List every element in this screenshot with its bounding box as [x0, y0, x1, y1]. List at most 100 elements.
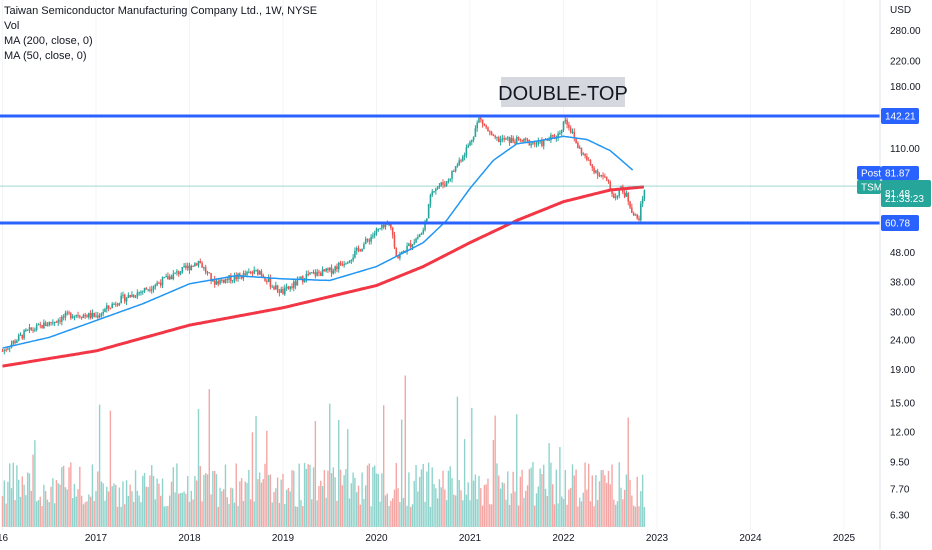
volume-bar	[147, 487, 149, 527]
volume-bar	[133, 501, 135, 527]
volume-bar	[618, 462, 620, 527]
candle-body	[163, 277, 166, 279]
candle-body	[70, 313, 72, 319]
volume-bar	[98, 404, 101, 527]
price-tick-label: 180.00	[890, 82, 921, 93]
volume-bar	[233, 502, 236, 527]
volume-bar	[291, 470, 293, 527]
volume-bar	[492, 440, 495, 527]
candle-body	[553, 135, 556, 139]
candles[interactable]	[1, 116, 646, 355]
currency-label: USD	[890, 5, 911, 16]
support-badge: 60.78	[885, 219, 910, 230]
volume-bar	[391, 498, 394, 527]
volume-bar	[226, 497, 228, 527]
volume-bar	[418, 476, 421, 527]
candle-body	[167, 276, 169, 280]
candle-body	[395, 247, 398, 257]
candle-body	[161, 277, 164, 286]
candle-body	[607, 179, 610, 182]
candle-body	[575, 137, 577, 143]
candle-body	[424, 221, 426, 231]
candle-body	[143, 288, 146, 292]
volume-bar	[496, 463, 498, 527]
volume-bar	[323, 470, 326, 527]
double-top-annotation[interactable]: DOUBLE-TOP	[498, 77, 628, 107]
candle-body	[159, 282, 162, 286]
candle-body	[460, 160, 462, 162]
candle-body	[390, 224, 392, 228]
candle-body	[368, 239, 371, 242]
volume-bar	[300, 500, 302, 527]
volume-bar	[203, 474, 205, 527]
volume-bar	[242, 500, 245, 527]
volume-bar	[374, 465, 376, 527]
price-tick-label: 7.70	[890, 485, 910, 496]
volume-bar	[316, 500, 318, 527]
volume-bar	[181, 492, 184, 527]
volume-bar	[442, 470, 444, 527]
candle-body	[12, 341, 15, 345]
volume-bar	[138, 495, 140, 527]
candle-body	[73, 315, 76, 317]
volume-bar	[187, 476, 189, 527]
volume-bar	[444, 489, 446, 527]
candle-body	[618, 188, 621, 196]
volume-bar	[568, 489, 570, 527]
volume-bar	[240, 478, 243, 527]
candle-body	[422, 230, 425, 234]
candle-body	[517, 137, 520, 139]
volume-bar	[10, 488, 13, 527]
volume-bar	[156, 478, 158, 527]
candle-body	[147, 289, 149, 291]
volume-bar	[55, 479, 58, 527]
legend-ma200: MA (200, close, 0)	[4, 35, 93, 47]
price-tick-label: 110.00	[890, 144, 920, 155]
candle-body	[138, 292, 140, 294]
candle-body	[343, 263, 345, 266]
volume-bar	[611, 464, 613, 527]
candle-body	[393, 235, 396, 248]
candle-body	[417, 237, 419, 239]
volume-bar	[580, 501, 583, 527]
candle-body	[602, 175, 604, 177]
candle-body	[271, 286, 274, 288]
horizontal-levels[interactable]	[0, 114, 880, 225]
volume-bar	[204, 473, 207, 527]
volume-bar	[260, 482, 263, 527]
candle-body	[98, 315, 101, 318]
volume-bar	[17, 479, 20, 527]
volume-bar	[575, 469, 577, 527]
candle-body	[580, 147, 583, 155]
candle-body	[62, 316, 65, 318]
volume-bar	[221, 491, 223, 527]
candle-body	[605, 176, 608, 180]
candle-body	[34, 329, 36, 331]
candle-body	[515, 137, 518, 144]
candle-body	[535, 143, 538, 145]
candle-body	[80, 317, 83, 319]
volume-bar	[507, 471, 509, 527]
candle-body	[537, 140, 540, 144]
volume-bar	[201, 501, 203, 527]
candle-body	[560, 130, 563, 133]
candle-body	[352, 257, 354, 260]
candle-body	[30, 327, 33, 330]
candle-body	[77, 315, 79, 317]
candle-body	[613, 194, 615, 199]
volume-bar	[424, 501, 426, 527]
legend-title: Taiwan Semiconductor Manufacturing Compa…	[4, 5, 318, 17]
volume-bar	[472, 480, 475, 527]
volume-bar	[264, 463, 266, 527]
candle-body	[185, 265, 187, 269]
candle-body	[275, 285, 277, 290]
volume-bar	[212, 471, 214, 527]
volume-bar	[19, 496, 22, 527]
volume-bar	[8, 463, 11, 527]
volume-bar	[235, 463, 237, 527]
volume-bar	[458, 480, 460, 527]
candle-body	[1, 350, 4, 352]
volume-bar	[152, 475, 155, 527]
